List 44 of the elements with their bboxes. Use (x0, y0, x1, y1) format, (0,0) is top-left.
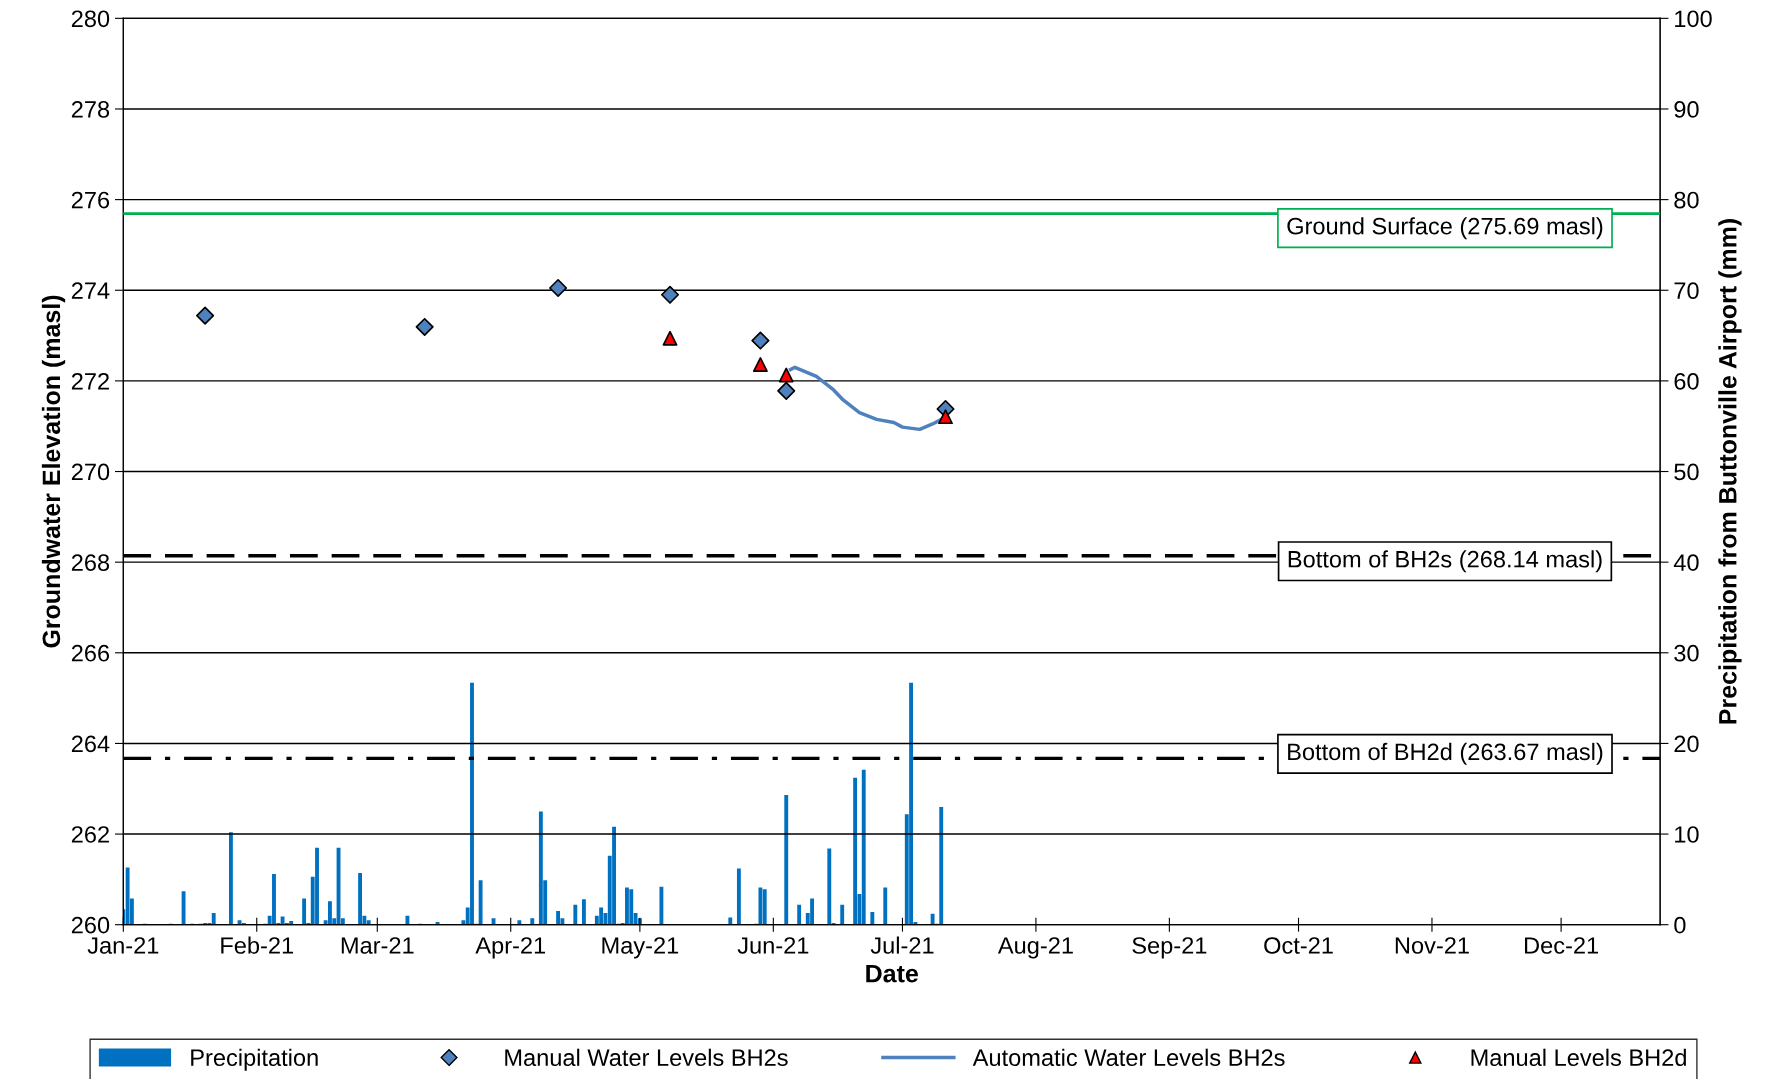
y2-tick-label: 80 (1674, 191, 1699, 209)
legend-label: Precipitation (191, 1048, 318, 1071)
y2-tick-label: 50 (1674, 463, 1699, 481)
ref-line-label: Bottom of BH2s (268.14 masl) (1288, 550, 1602, 573)
y-tick-label: 264 (71, 735, 110, 753)
x-axis-title: Date (866, 964, 918, 983)
x-tick-label: Sep-21 (1132, 937, 1207, 959)
x-tick-label: Feb-21 (221, 936, 294, 954)
y-tick-label: 278 (71, 101, 110, 118)
legend-label: Manual Water Levels BH2s (505, 1048, 788, 1067)
x-tick-label: Oct-21 (1264, 937, 1333, 954)
x-tick-label: Jul-21 (870, 936, 934, 954)
legend-label: Automatic Water Levels BH2s (972, 1048, 1285, 1067)
y2-tick-label: 30 (1674, 644, 1699, 662)
y2-tick-label: 10 (1675, 826, 1699, 843)
y2-tick-label: 100 (1675, 10, 1712, 28)
y2-tick-label: 70 (1674, 282, 1699, 300)
y-tick-label: 262 (71, 826, 109, 843)
x-tick-label: Aug-21 (997, 937, 1073, 959)
x-tick-label: Nov-21 (1395, 937, 1469, 954)
y-tick-label: 266 (71, 644, 110, 662)
y-tick-label: 270 (71, 463, 110, 481)
y-tick-label: 260 (71, 916, 110, 934)
y-tick-label: 272 (71, 372, 109, 390)
x-tick-label: Jan-21 (87, 937, 159, 954)
legend-label: Manual Levels BH2d (1471, 1048, 1686, 1067)
y-tick-label: 276 (71, 191, 110, 209)
x-tick-label: Jun-21 (737, 937, 809, 954)
x-tick-label: Dec-21 (1524, 937, 1599, 954)
x-tick-label: Apr-21 (475, 937, 546, 959)
y2-tick-label: 40 (1673, 554, 1699, 571)
y2-axis-title: Precipitation from Buttonville Airport (mm) (1718, 219, 1742, 724)
y2-tick-label: 90 (1674, 101, 1699, 118)
ref-line-label: Bottom of BH2d (263.67 masl) (1288, 742, 1603, 765)
x-tick-label: May-21 (602, 937, 679, 959)
y2-tick-label: 0 (1674, 916, 1686, 934)
x-tick-label: Mar-21 (341, 937, 414, 954)
y2-tick-label: 20 (1674, 735, 1699, 753)
ref-line-label: Ground Surface (275.69 masl) (1287, 217, 1603, 240)
y2-tick-label: 60 (1674, 372, 1699, 390)
y-tick-label: 280 (71, 10, 110, 28)
y-tick-label: 274 (71, 282, 110, 299)
y-axis-title: Groundwater Elevation (masl) (41, 295, 66, 648)
y-tick-label: 268 (71, 554, 110, 571)
